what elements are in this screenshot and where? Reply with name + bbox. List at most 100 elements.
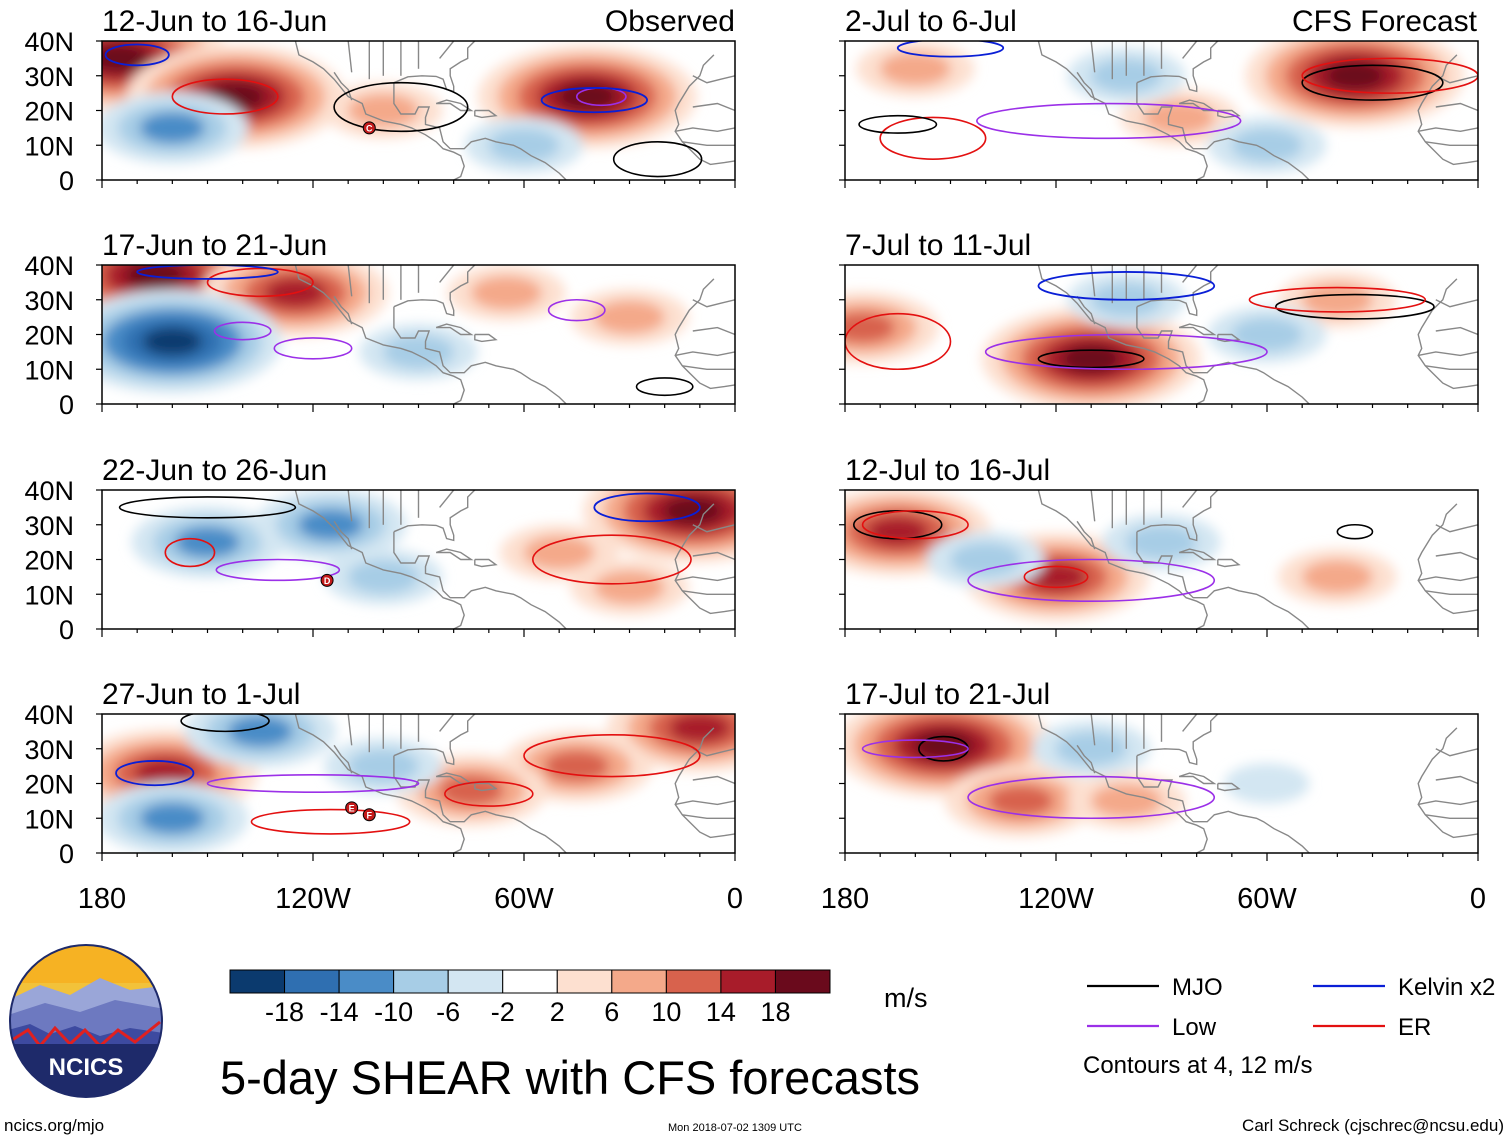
shear-anomaly-blob [438, 775, 504, 806]
panel-title: 22-Jun to 26-Jun [102, 454, 327, 487]
coastline [435, 548, 474, 561]
coastline [1178, 548, 1217, 561]
y-tick-label: 10N [24, 804, 74, 834]
coastline [474, 558, 498, 568]
x-tick-label: 180 [821, 883, 869, 915]
shear-anomaly-blob [1231, 128, 1303, 163]
coastline [393, 531, 567, 629]
coastline [1435, 326, 1478, 336]
logo-text: NCICS [49, 1054, 124, 1081]
shear-anomaly-blob [227, 715, 293, 747]
panel-6: 7-Jul to 11-Jul [839, 229, 1479, 412]
coastline [692, 748, 735, 757]
shear-anomaly-blob [1231, 317, 1303, 352]
y-tick-label: 10N [24, 580, 74, 610]
storm-marker: E [345, 801, 359, 815]
coastline [474, 782, 498, 792]
coastline [347, 41, 353, 73]
colorbar-tick: 14 [706, 997, 736, 1027]
coastline [1136, 490, 1219, 542]
coastline [674, 278, 735, 390]
contour-er [1023, 565, 1089, 589]
coastline [675, 127, 735, 133]
panel-title: 27-Jun to 1-Jul [102, 678, 300, 711]
shear-anomaly-blob [1224, 763, 1310, 804]
y-tick-label: 0 [59, 166, 74, 196]
colorbar-swatch [720, 969, 776, 994]
storm-label: E [349, 803, 355, 813]
coastline [675, 576, 735, 582]
coastline [692, 524, 735, 533]
legend-item-kelvin-x2: Kelvin x2 [1313, 974, 1495, 1001]
y-tick-label: 0 [59, 615, 74, 645]
panel-5: 2-Jul to 6-Jul [839, 5, 1479, 188]
coastline [1182, 490, 1198, 508]
contour-low [967, 775, 1216, 820]
shear-anomaly-blob [1301, 282, 1373, 317]
colorbar-tick: 10 [651, 997, 681, 1027]
coastline [692, 75, 735, 84]
contour-low [967, 558, 1216, 603]
website-link[interactable]: ncics.org/mjo [4, 1116, 104, 1135]
coastline [474, 109, 498, 119]
coastline [347, 714, 353, 746]
contour-er [171, 78, 279, 115]
coastline [1417, 727, 1478, 839]
colorbar-tick: -14 [320, 997, 359, 1027]
y-tick-label: 0 [59, 390, 74, 420]
figure-title: 5-day SHEAR with CFS forecasts [220, 1051, 920, 1104]
colorbar-tick: -2 [491, 997, 515, 1027]
coastline [294, 714, 465, 853]
coastline [393, 714, 476, 766]
colorbar-tick: -6 [436, 997, 460, 1027]
coastline [294, 41, 465, 180]
panel-7: 12-Jul to 16-Jul [839, 454, 1479, 637]
y-tick-label: 0 [59, 839, 74, 869]
coastline [692, 299, 735, 308]
shear-anomaly-blob [913, 731, 974, 760]
colorbar-tick: 18 [760, 997, 790, 1027]
contour-er [206, 267, 314, 298]
y-tick-label: 20N [24, 770, 74, 800]
y-tick-label: 20N [24, 321, 74, 351]
y-tick-label: 40N [24, 476, 74, 506]
colorbar-swatch [338, 969, 395, 994]
contour-mjo [635, 377, 694, 397]
coastline [1435, 102, 1478, 112]
colorbar-tick: 2 [550, 997, 565, 1027]
coastline [1182, 714, 1198, 732]
shear-anomaly-blob [142, 327, 203, 356]
coastline [1076, 295, 1096, 325]
forecast-label: CFS Forecast [1292, 5, 1478, 38]
contour-mjo [1037, 349, 1145, 369]
colorbar-swatch [665, 969, 722, 994]
coastline [1136, 755, 1310, 853]
shear-anomaly-blob [139, 112, 205, 144]
shear-anomaly-blob [1125, 525, 1198, 559]
x-tick-label: 60W [494, 883, 554, 915]
coastline [1217, 558, 1241, 568]
coastline [333, 295, 353, 325]
x-tick-label: 180 [78, 883, 126, 915]
contour-note: Contours at 4, 12 m/s [1083, 1052, 1312, 1079]
shear-anomaly-blob [593, 300, 666, 334]
contour-kelvin [136, 265, 279, 280]
coastline [1076, 744, 1096, 774]
coastline [439, 714, 455, 732]
storm-marker: D [320, 573, 334, 587]
coastline [1418, 800, 1478, 806]
contour-er [531, 534, 692, 585]
y-tick-label: 30N [24, 62, 74, 92]
coastline [1136, 531, 1310, 629]
coastline [1090, 490, 1096, 522]
shear-anomaly-blob [845, 312, 896, 343]
coastline [393, 490, 476, 542]
coastline [1076, 71, 1096, 101]
coastline [1417, 54, 1478, 166]
coastline [1182, 41, 1198, 59]
coastline [1090, 41, 1096, 73]
y-tick-label: 20N [24, 546, 74, 576]
shear-anomaly-blob [1301, 560, 1373, 594]
x-tick-label: 120W [1018, 883, 1094, 915]
